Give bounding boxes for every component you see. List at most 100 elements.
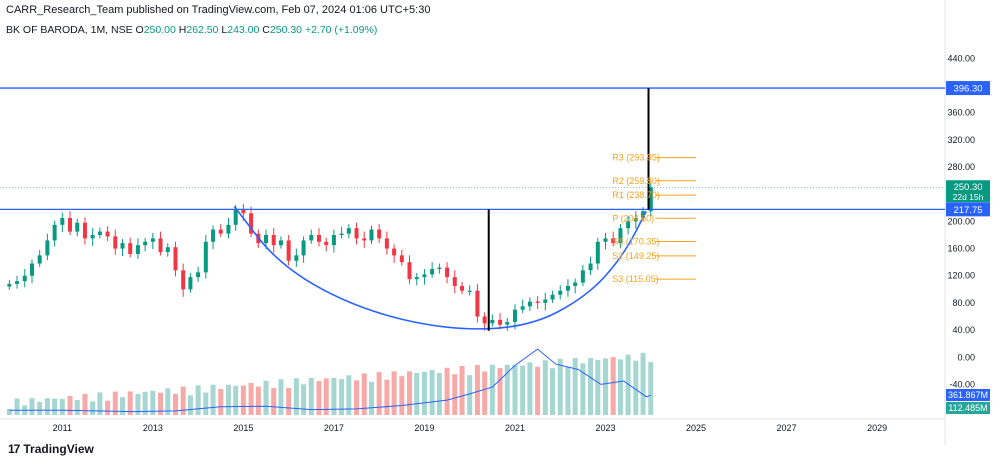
volume-bar xyxy=(150,390,156,415)
volume-bar xyxy=(617,359,623,415)
tradingview-brand[interactable]: 17 TradingView xyxy=(8,442,94,456)
time-tick-label: 2023 xyxy=(595,423,615,433)
volume-bar xyxy=(293,378,299,415)
high-value: 262.50 xyxy=(186,24,219,36)
volume-bar xyxy=(210,384,216,415)
candle-body xyxy=(97,231,102,235)
candle-body xyxy=(203,241,208,273)
volume-bar xyxy=(271,387,277,415)
volume-bar xyxy=(444,367,450,415)
open-label: O xyxy=(135,24,144,36)
volume-bar xyxy=(376,372,382,415)
candle-body xyxy=(150,238,155,242)
volume-bar xyxy=(90,401,96,415)
pivot-label: S2 (149.25) xyxy=(612,251,659,261)
candle-body xyxy=(354,228,359,239)
candle-body xyxy=(339,233,344,235)
candle-body xyxy=(505,321,510,325)
price-tick-label: 0.00 xyxy=(957,352,975,362)
close-label: C xyxy=(262,24,270,36)
volume-bar xyxy=(452,374,458,415)
level-badge-label: 396.30 xyxy=(953,84,982,95)
volume-bar xyxy=(384,379,390,415)
candle-body xyxy=(286,240,291,261)
low-label: L xyxy=(221,24,228,36)
volume-ma-line xyxy=(9,348,651,413)
candle-body xyxy=(430,268,435,275)
volume-bar xyxy=(339,379,345,415)
symbol-label[interactable]: BK OF BARODA, 1M, NSE xyxy=(6,24,133,36)
volume-bar xyxy=(640,352,646,415)
candle-body xyxy=(22,275,27,282)
price-tick-label: 200.00 xyxy=(947,216,975,226)
volume-bar xyxy=(436,372,442,415)
volume-badge-label: 112.485M xyxy=(948,403,987,413)
volume-bar xyxy=(29,398,35,415)
candle-body xyxy=(633,218,638,222)
time-tick-label: 2021 xyxy=(505,423,525,433)
change-value: +2.70 (+1.09%) xyxy=(304,24,378,36)
close-value: 250.30 xyxy=(269,24,303,36)
volume-bar xyxy=(52,398,58,415)
candle-body xyxy=(68,218,73,232)
price-tick-label: 120.00 xyxy=(947,271,975,281)
volume-badge xyxy=(946,402,990,414)
volume-bar xyxy=(203,392,209,415)
candle-body xyxy=(271,234,276,246)
volume-bar xyxy=(172,393,178,415)
candle-body xyxy=(218,229,223,234)
candle-body xyxy=(113,236,118,249)
tradingview-wordmark: TradingView xyxy=(23,442,94,456)
volume-bar xyxy=(248,383,254,415)
time-tick-label: 2019 xyxy=(414,423,434,433)
candle-body xyxy=(188,277,193,290)
price-tick-label: 280.00 xyxy=(947,162,975,172)
price-tick-label: -40.00 xyxy=(949,379,975,389)
candle-body xyxy=(75,222,80,232)
level-badge xyxy=(946,202,990,217)
high-label: H xyxy=(178,24,187,36)
candle-body xyxy=(437,267,442,269)
volume-bar xyxy=(278,379,284,415)
time-tick-label: 2017 xyxy=(324,423,344,433)
volume-bar xyxy=(225,384,231,415)
candle-body xyxy=(233,209,238,225)
volume-bar xyxy=(67,396,73,415)
volume-bar xyxy=(474,365,480,415)
price-tick-label: 320.00 xyxy=(947,135,975,145)
open-value: 250.00 xyxy=(143,24,176,36)
volume-bar xyxy=(187,395,193,415)
candle-body xyxy=(331,234,336,246)
volume-bar xyxy=(391,371,397,415)
volume-bar xyxy=(625,354,631,415)
volume-bar xyxy=(301,384,307,415)
candle-body xyxy=(37,255,42,264)
pivot-label: R2 (259.80) xyxy=(612,176,660,186)
candle-body xyxy=(181,270,186,290)
pivot-label: R1 (238.70) xyxy=(612,190,660,200)
volume-bar xyxy=(572,358,578,415)
volume-bar xyxy=(240,385,246,415)
volume-bar xyxy=(633,360,639,415)
candle-body xyxy=(128,243,133,255)
candle-body xyxy=(482,316,487,324)
volume-bar xyxy=(218,389,224,415)
level-badge-label: 217.75 xyxy=(953,205,982,216)
candle-body xyxy=(550,294,555,300)
candle-body xyxy=(543,299,548,303)
time-tick-label: 2015 xyxy=(233,423,253,433)
candle-body xyxy=(309,234,314,241)
time-tick-label: 2029 xyxy=(867,423,887,433)
candle-body xyxy=(460,285,465,291)
volume-bar xyxy=(82,393,88,415)
volume-bar xyxy=(263,380,269,415)
candle-body xyxy=(294,255,299,261)
candle-body xyxy=(377,229,382,239)
candle-body xyxy=(611,238,616,244)
volume-bar xyxy=(414,372,420,415)
candle-body xyxy=(512,309,517,322)
candle-body xyxy=(324,241,329,246)
bar-countdown-label: 22d 15h xyxy=(953,192,984,202)
candle-body xyxy=(369,229,374,241)
